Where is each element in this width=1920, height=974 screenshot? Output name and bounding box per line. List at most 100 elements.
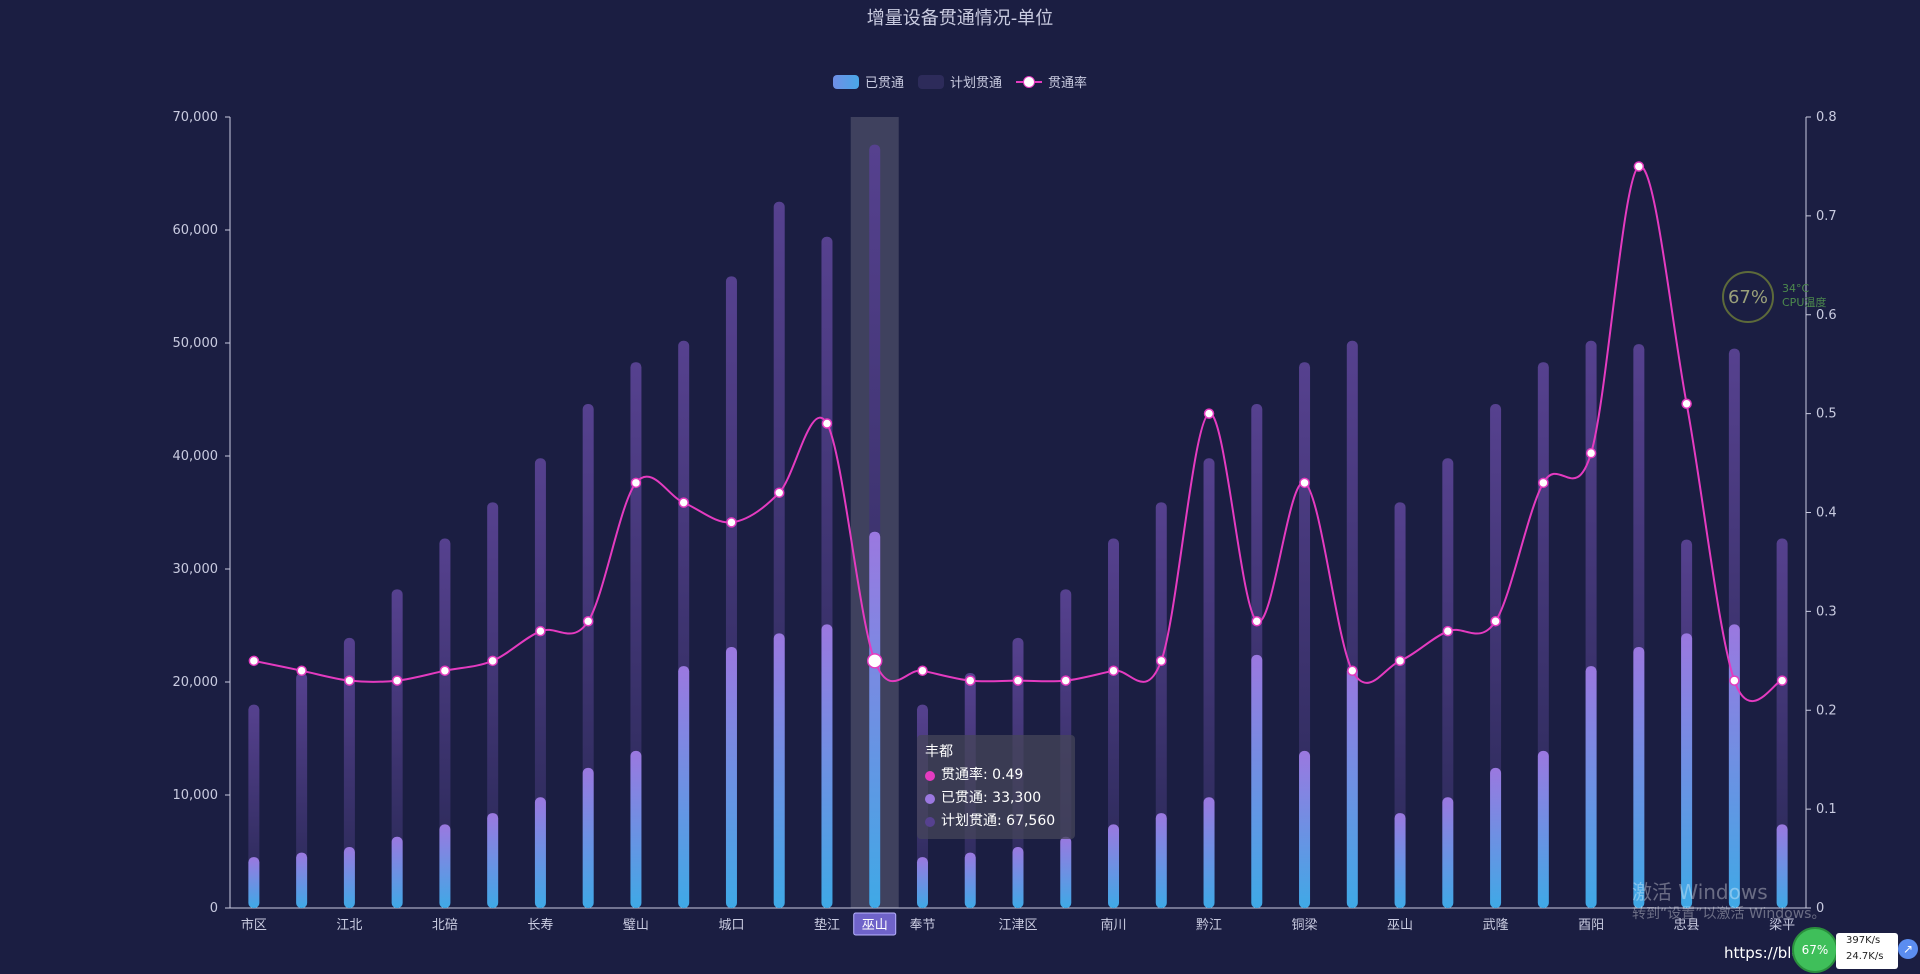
- bar-done: [725, 646, 737, 908]
- x-tick-label: 江北: [336, 918, 362, 933]
- windows-watermark-title: 激活 Windows: [1632, 880, 1768, 904]
- legend-item-rate[interactable]: 贯通率: [1016, 72, 1087, 91]
- legend-label-plan: 计划贯通: [949, 76, 1002, 91]
- bar-plan: [439, 538, 451, 908]
- rate-point: [917, 665, 928, 676]
- x-tick-label: 忠县: [1674, 918, 1700, 933]
- y-right-tick-label: 0.3: [1816, 604, 1837, 619]
- rate-point: [678, 497, 689, 508]
- bar-plan: [487, 502, 499, 908]
- bar-plan: [1776, 538, 1788, 908]
- windows-watermark-subtitle: 转到“设置”以激活 Windows。: [1632, 906, 1826, 922]
- legend-item-plan[interactable]: 计划贯通: [917, 72, 1002, 91]
- rate-point: [1776, 675, 1788, 686]
- bar-done: [1442, 797, 1454, 908]
- x-tick-label-highlight: 巫山: [862, 918, 888, 933]
- bar-done: [1060, 836, 1072, 908]
- y-left-tick-label: 0: [210, 901, 218, 916]
- bar-done: [296, 852, 308, 908]
- legend-item-done[interactable]: 已贯通: [832, 72, 904, 91]
- x-tick-label: 南川: [1101, 917, 1127, 933]
- rate-point: [1299, 477, 1310, 489]
- x-tick-label: 酉阳: [1578, 918, 1604, 933]
- x-tick-label: 梁平: [1769, 918, 1795, 933]
- rate-point: [1681, 398, 1692, 409]
- bar-done: [391, 836, 403, 908]
- y-right-tick-label: 0.1: [1816, 802, 1837, 817]
- legend-swatch-done: [832, 74, 859, 89]
- bar-done: [1299, 750, 1311, 908]
- bar-plan: [1203, 458, 1215, 908]
- net-speed-box: 397K/s 24.7K/s: [1836, 933, 1898, 969]
- y-left-tick-label: 50,000: [173, 336, 219, 351]
- bar-plan: [248, 704, 260, 908]
- tooltip-title: 丰都: [925, 744, 953, 760]
- y-left-tick-label: 10,000: [173, 788, 219, 803]
- y-left-tick-label: 70,000: [173, 110, 219, 125]
- bar-done: [1346, 666, 1358, 908]
- x-tick-label: 城口: [718, 918, 744, 933]
- x-tick-label: 北碚: [432, 918, 458, 933]
- bar-done: [534, 797, 546, 908]
- x-tick-label: 黔江: [1196, 918, 1222, 933]
- rate-point: [439, 665, 451, 676]
- rate-point: [391, 675, 403, 686]
- net-up: 397K/s: [1846, 935, 1881, 946]
- cpu-gauge[interactable]: 67%: [1722, 271, 1774, 323]
- x-tick-label: 垫江: [814, 917, 840, 933]
- tooltip-text-done: 已贯通: 33,300: [941, 790, 1042, 806]
- tooltip-dot-plan: [925, 816, 935, 827]
- cpu-temp-label: CPU温度: [1782, 296, 1827, 309]
- rate-point: [1347, 665, 1358, 676]
- rate-point: [726, 517, 737, 528]
- net-percent: 67%: [1792, 927, 1838, 973]
- rate-point: [1108, 665, 1119, 676]
- bar-done: [1776, 824, 1788, 908]
- network-widget[interactable]: 67% 397K/s 24.7K/s ↗: [1792, 927, 1920, 973]
- bar-done: [1394, 813, 1406, 908]
- rate-point: [344, 675, 355, 686]
- rate-point: [964, 675, 976, 686]
- bar-done: [1108, 824, 1120, 908]
- rate-point: [487, 655, 498, 667]
- tooltip-dot-done: [925, 793, 935, 804]
- rate-point: [1585, 447, 1597, 459]
- y-right-tick-label: 0.2: [1816, 703, 1837, 718]
- y-left-tick-label: 60,000: [173, 223, 219, 238]
- bar-done: [248, 857, 260, 908]
- rate-point: [248, 655, 260, 667]
- tooltip-text-plan: 计划贯通: 67,560: [941, 813, 1056, 829]
- x-tick-label: 市区: [241, 917, 267, 933]
- y-right-tick-label: 0.4: [1816, 506, 1837, 521]
- rate-point: [535, 625, 546, 637]
- rate-point: [1442, 625, 1454, 637]
- bar-done: [1585, 666, 1597, 908]
- x-tick-label: 长寿: [527, 918, 553, 933]
- tooltip-row-done: 已贯通: 33,300: [925, 787, 1067, 810]
- rate-point: [1394, 655, 1406, 667]
- cpu-temp: 34°C CPU温度: [1782, 282, 1826, 310]
- y-left-tick-label: 40,000: [173, 449, 219, 464]
- rate-point: [773, 487, 785, 498]
- bar-plan: [534, 458, 546, 908]
- x-tick-label: 武隆: [1483, 918, 1509, 933]
- y-right-tick-label: 0.5: [1816, 407, 1837, 422]
- x-label-highlight: [853, 912, 897, 936]
- bar-done: [343, 846, 355, 908]
- bar-done: [916, 857, 928, 908]
- bar-done: [1633, 646, 1645, 908]
- rate-point: [296, 665, 307, 676]
- tooltip-dot-rate: [925, 770, 935, 781]
- bar-done: [1012, 846, 1024, 908]
- x-tick-label: 铜梁: [1292, 918, 1318, 933]
- rate-point: [1012, 675, 1024, 686]
- rate-point: [821, 418, 833, 429]
- x-tick-label: 璧山: [623, 917, 649, 933]
- tooltip-row-rate: 贯通率: 0.49: [925, 764, 1067, 787]
- y-right-tick-label: 0.7: [1816, 209, 1837, 224]
- y-right-tick-label: 0: [1816, 901, 1824, 916]
- bar-done: [1681, 633, 1693, 908]
- rate-point: [866, 653, 883, 669]
- bar-done: [1251, 654, 1263, 908]
